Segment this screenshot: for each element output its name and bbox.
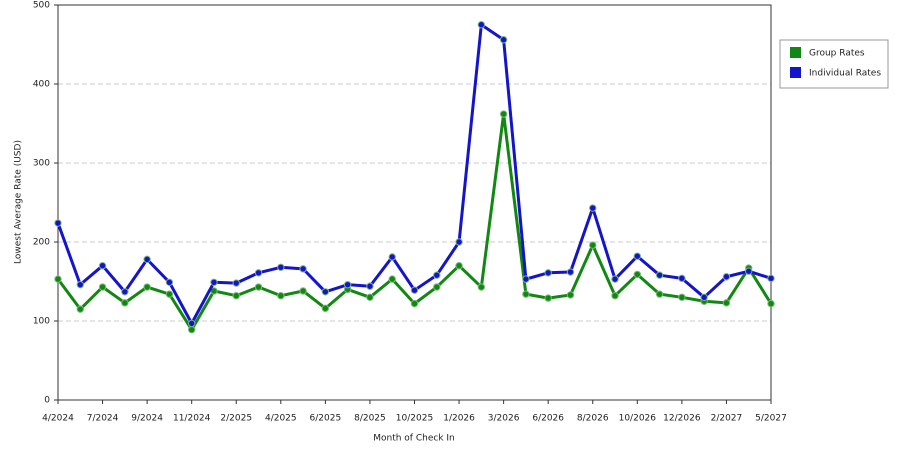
legend-label: Individual Rates <box>809 69 881 79</box>
data-point <box>76 305 84 313</box>
data-point <box>722 299 731 307</box>
data-point <box>655 290 664 298</box>
data-point <box>611 275 619 283</box>
data-point <box>121 288 129 296</box>
x-tick-label: 9/2024 <box>131 414 163 424</box>
y-tick-label: 300 <box>33 159 50 169</box>
x-tick-label: 7/2024 <box>87 414 119 424</box>
data-point <box>633 270 642 279</box>
data-point <box>433 283 441 291</box>
y-tick-label: 400 <box>33 80 50 90</box>
data-point <box>254 269 263 277</box>
data-point <box>499 36 508 44</box>
x-tick-label: 6/2025 <box>310 414 342 424</box>
x-tick-label: 8/2025 <box>354 414 386 424</box>
data-point <box>767 299 775 308</box>
x-tick-label: 10/2025 <box>396 414 433 424</box>
data-point <box>187 319 196 328</box>
data-point <box>143 255 151 264</box>
data-point <box>499 110 508 118</box>
legend-label: Group Rates <box>809 49 865 59</box>
series-line <box>56 23 772 325</box>
x-tick-label: 6/2026 <box>532 414 564 424</box>
data-point <box>544 294 552 302</box>
data-point <box>410 286 419 294</box>
data-point <box>277 292 285 300</box>
data-point <box>522 290 530 298</box>
data-point <box>165 290 174 298</box>
data-point <box>187 325 196 334</box>
data-point <box>410 299 419 308</box>
y-tick-label: 0 <box>44 396 50 406</box>
x-tick-label: 1/2026 <box>443 414 475 424</box>
x-tick-label: 12/2026 <box>663 414 701 424</box>
y-tick-label: 200 <box>33 238 50 248</box>
series-line <box>56 112 773 332</box>
data-point <box>299 287 307 295</box>
plot-frame <box>57 4 772 401</box>
legend-swatch <box>790 47 801 58</box>
data-point <box>678 293 686 301</box>
data-point <box>611 292 619 300</box>
x-tick-label: 3/2026 <box>488 414 520 424</box>
data-point <box>388 275 396 283</box>
data-point <box>321 288 330 296</box>
x-tick-label: 4/2025 <box>265 414 297 424</box>
x-axis-label: Month of Check In <box>373 434 455 444</box>
data-point <box>54 219 62 227</box>
x-tick-label: 10/2026 <box>619 414 657 424</box>
data-point <box>522 275 530 283</box>
data-point <box>566 268 575 276</box>
x-tick-label: 11/2024 <box>173 414 211 424</box>
data-point <box>455 262 463 270</box>
data-point <box>254 283 263 291</box>
x-tick-label: 2/2027 <box>711 414 743 424</box>
data-point <box>366 293 374 301</box>
data-point <box>767 274 775 283</box>
data-point <box>589 241 597 249</box>
data-point <box>121 299 129 307</box>
data-point <box>232 279 240 287</box>
data-point <box>477 283 486 291</box>
data-point <box>678 274 686 283</box>
data-point <box>745 267 753 275</box>
legend-swatch <box>790 67 801 78</box>
data-point <box>54 275 62 283</box>
x-tick-label: 2/2025 <box>220 414 252 424</box>
data-point <box>566 291 575 299</box>
data-point <box>232 292 240 300</box>
x-tick-label: 4/2024 <box>42 414 74 424</box>
x-tick-label: 5/2027 <box>755 414 787 424</box>
data-point <box>76 280 84 289</box>
data-point <box>433 271 441 279</box>
y-tick-label: 500 <box>33 1 50 11</box>
data-point <box>655 271 664 279</box>
data-point <box>366 282 374 290</box>
data-point <box>544 269 552 277</box>
x-tick-label: 8/2026 <box>577 414 609 424</box>
data-point <box>98 262 107 270</box>
data-point <box>277 263 285 271</box>
data-point <box>343 280 352 289</box>
data-point <box>165 278 174 286</box>
data-point <box>477 21 486 29</box>
data-point <box>388 253 396 261</box>
data-point <box>98 283 107 291</box>
data-point <box>143 283 151 291</box>
y-tick-label: 100 <box>33 317 50 327</box>
data-point <box>299 265 307 273</box>
data-point <box>210 278 218 286</box>
data-point <box>633 252 642 260</box>
data-point <box>589 204 597 212</box>
data-point <box>455 238 463 246</box>
data-point <box>722 273 731 281</box>
y-axis-label: Lowest Average Rate (USD) <box>14 140 24 264</box>
data-point <box>321 304 330 313</box>
data-point <box>700 293 708 301</box>
